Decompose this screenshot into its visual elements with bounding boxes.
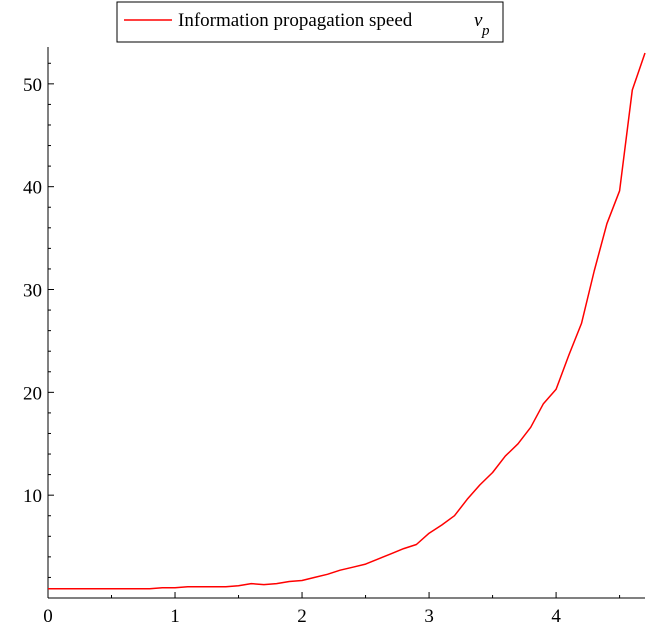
legend-symbol-subscript: p — [481, 23, 490, 39]
x-tick-label: 1 — [170, 606, 180, 627]
legend-box — [116, 1, 504, 43]
axis-ticks — [47, 62, 621, 598]
y-tick-label: 10 — [23, 486, 42, 507]
series-line-vp — [48, 52, 646, 590]
x-tick-label: 0 — [43, 606, 53, 627]
legend: Information propagation speed v p — [116, 1, 504, 43]
axis-tick-labels: 0 1 2 3 4 10 20 30 40 50 — [23, 75, 561, 627]
axes — [47, 47, 645, 599]
y-tick-label: 30 — [23, 281, 42, 302]
x-tick-label: 3 — [424, 606, 434, 627]
x-tick-label: 4 — [551, 606, 561, 627]
y-tick-label: 40 — [23, 178, 42, 199]
y-tick-label: 50 — [23, 75, 42, 96]
legend-symbol: v — [474, 10, 483, 31]
y-tick-label: 20 — [23, 383, 42, 404]
x-tick-label: 2 — [297, 606, 307, 627]
legend-label: Information propagation speed — [178, 10, 413, 31]
series-group — [48, 52, 646, 590]
